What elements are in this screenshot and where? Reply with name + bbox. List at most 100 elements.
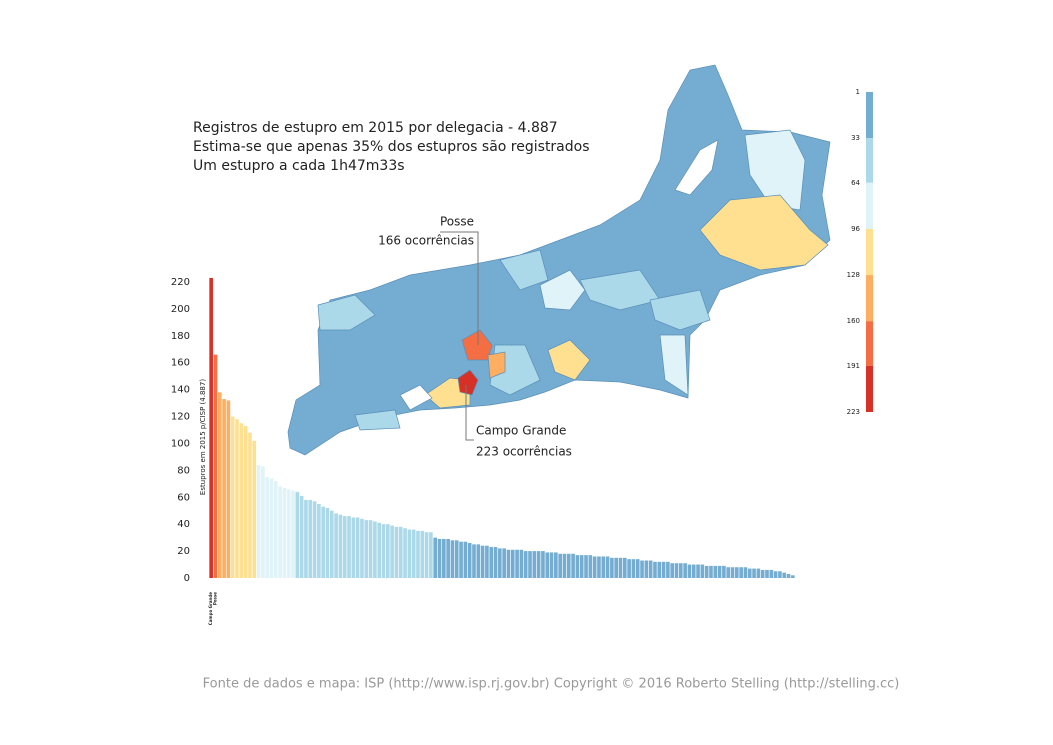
map-region [399, 384, 433, 411]
bar [239, 423, 244, 578]
bar [610, 557, 614, 578]
legend-swatch [866, 92, 873, 139]
annotation-lines [440, 231, 479, 441]
bar [601, 556, 606, 578]
legend-label: 223 [847, 408, 860, 416]
bar [407, 529, 412, 578]
annotation-text: 223 ocorrências [476, 445, 572, 459]
y-axis-label: Estupros em 2015 p/CISP (4.887) [199, 379, 207, 495]
bar [368, 520, 373, 578]
y-tick-label: 20 [177, 546, 190, 557]
bar [722, 565, 726, 578]
bar [390, 525, 394, 578]
bar [243, 425, 248, 578]
bar [717, 565, 722, 578]
bar [437, 538, 442, 578]
bar [217, 392, 222, 578]
bar [739, 567, 743, 578]
bar [364, 520, 369, 578]
bar [575, 555, 580, 578]
bar [765, 569, 769, 578]
bar [299, 495, 304, 578]
bar [230, 416, 235, 578]
bar [386, 524, 390, 578]
title-line: Um estupro a cada 1h47m33s [193, 158, 405, 174]
map-region [699, 194, 829, 271]
bar [317, 504, 321, 578]
map-region [579, 269, 661, 311]
legend-label: 64 [851, 179, 860, 187]
bar [549, 552, 554, 578]
bar [222, 399, 226, 578]
bar [743, 567, 748, 578]
bar [627, 559, 631, 578]
bar [631, 559, 636, 578]
bar [644, 560, 649, 578]
annotation-line [440, 231, 479, 345]
bar [592, 556, 597, 578]
bar [506, 549, 511, 578]
bar [778, 571, 782, 578]
bar [752, 568, 756, 578]
bar [381, 524, 386, 578]
bar [411, 529, 416, 578]
bar [510, 549, 515, 578]
bar [209, 277, 213, 578]
bar [450, 540, 455, 578]
legend-label: 128 [847, 271, 860, 279]
legend-swatch [866, 321, 873, 366]
bar [605, 556, 610, 578]
bar [648, 560, 653, 578]
bar [532, 551, 537, 578]
legend-label: 160 [847, 317, 860, 325]
bar [377, 522, 382, 578]
legend-swatch [866, 365, 873, 412]
bar [480, 545, 485, 578]
y-tick-label: 140 [171, 385, 190, 396]
bar [467, 543, 472, 578]
bar [519, 549, 524, 578]
y-tick-label: 100 [171, 438, 190, 449]
bar [635, 559, 640, 578]
bar [545, 552, 550, 578]
bar [252, 440, 257, 578]
map-region [487, 351, 506, 379]
bar [424, 532, 429, 578]
bar [528, 551, 532, 578]
bar [691, 564, 696, 578]
bar [360, 518, 364, 578]
bar [265, 477, 269, 578]
bar [735, 567, 739, 578]
bar [304, 499, 308, 578]
bar [446, 538, 450, 578]
bar [213, 354, 218, 578]
bar [756, 568, 761, 578]
bar [614, 557, 618, 578]
bar [312, 501, 317, 578]
map-region [539, 269, 586, 311]
bar [554, 552, 558, 578]
bar [782, 572, 787, 578]
bar [498, 548, 502, 578]
bar [269, 478, 274, 578]
bar [726, 567, 731, 578]
bar [786, 573, 791, 578]
bar [571, 553, 575, 578]
legend-swatch [866, 138, 873, 183]
map-region [547, 339, 591, 381]
bar [622, 557, 627, 578]
bar [515, 549, 519, 578]
source: Fonte de dados e mapa: ISP (http://www.i… [203, 677, 900, 692]
bar [661, 561, 666, 578]
annotation-line [465, 385, 474, 441]
bar [256, 464, 261, 578]
bar [459, 541, 463, 578]
bar [666, 561, 670, 578]
bar [442, 538, 446, 578]
bar [429, 532, 433, 578]
map-region [649, 289, 711, 331]
map [287, 64, 831, 456]
bar [226, 400, 231, 578]
bar [558, 553, 562, 578]
